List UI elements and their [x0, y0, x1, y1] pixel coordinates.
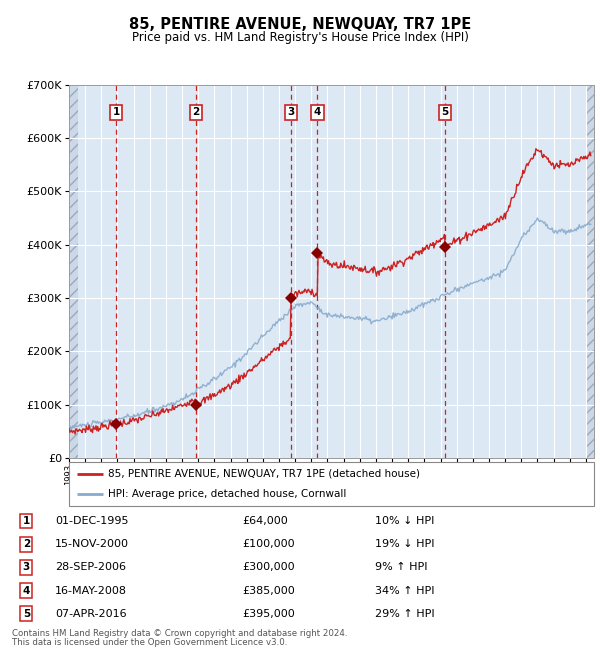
Text: £385,000: £385,000	[242, 586, 295, 595]
Text: 5: 5	[441, 107, 449, 117]
Text: 4: 4	[314, 107, 321, 117]
Text: 1: 1	[113, 107, 120, 117]
Text: 2: 2	[193, 107, 200, 117]
Text: This data is licensed under the Open Government Licence v3.0.: This data is licensed under the Open Gov…	[12, 638, 287, 647]
Bar	[587, 84, 594, 458]
Text: 29% ↑ HPI: 29% ↑ HPI	[375, 609, 434, 619]
Text: HPI: Average price, detached house, Cornwall: HPI: Average price, detached house, Corn…	[109, 489, 347, 499]
Text: £64,000: £64,000	[242, 516, 288, 526]
Text: Price paid vs. HM Land Registry's House Price Index (HPI): Price paid vs. HM Land Registry's House …	[131, 31, 469, 44]
Text: 1: 1	[23, 516, 30, 526]
Text: 2: 2	[23, 540, 30, 549]
Text: £395,000: £395,000	[242, 609, 295, 619]
Text: 4: 4	[23, 586, 30, 595]
Text: 10% ↓ HPI: 10% ↓ HPI	[375, 516, 434, 526]
Text: 3: 3	[287, 107, 295, 117]
Text: Contains HM Land Registry data © Crown copyright and database right 2024.: Contains HM Land Registry data © Crown c…	[12, 629, 347, 638]
Text: 01-DEC-1995: 01-DEC-1995	[55, 516, 128, 526]
Text: 85, PENTIRE AVENUE, NEWQUAY, TR7 1PE (detached house): 85, PENTIRE AVENUE, NEWQUAY, TR7 1PE (de…	[109, 469, 421, 479]
Text: 9% ↑ HPI: 9% ↑ HPI	[375, 562, 427, 573]
Text: £100,000: £100,000	[242, 540, 295, 549]
Text: 3: 3	[23, 562, 30, 573]
Text: £300,000: £300,000	[242, 562, 295, 573]
Bar	[69, 84, 78, 458]
Text: 15-NOV-2000: 15-NOV-2000	[55, 540, 129, 549]
Text: 5: 5	[23, 609, 30, 619]
Text: 28-SEP-2006: 28-SEP-2006	[55, 562, 126, 573]
Text: 85, PENTIRE AVENUE, NEWQUAY, TR7 1PE: 85, PENTIRE AVENUE, NEWQUAY, TR7 1PE	[129, 17, 471, 32]
Text: 07-APR-2016: 07-APR-2016	[55, 609, 127, 619]
Text: 19% ↓ HPI: 19% ↓ HPI	[375, 540, 434, 549]
Text: 16-MAY-2008: 16-MAY-2008	[55, 586, 127, 595]
Text: 34% ↑ HPI: 34% ↑ HPI	[375, 586, 434, 595]
